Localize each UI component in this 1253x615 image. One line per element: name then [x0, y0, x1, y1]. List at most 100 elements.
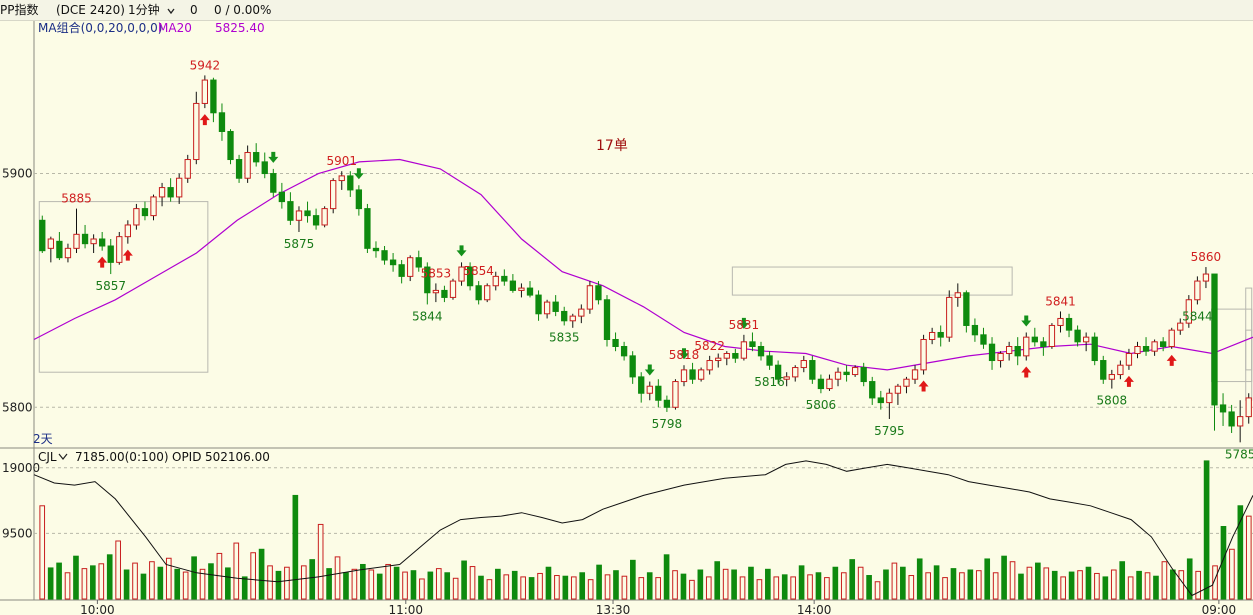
- candle-up: [492, 275, 499, 287]
- candle-up: [193, 102, 200, 161]
- candle-down: [860, 367, 867, 383]
- volume-bar-down: [1136, 570, 1142, 600]
- candle-down: [774, 364, 782, 380]
- volume-bar-down: [106, 554, 113, 600]
- volume-bar-down: [511, 570, 518, 600]
- volume-bar-down: [916, 558, 923, 600]
- range-box: [1245, 287, 1253, 371]
- low-label: 5795: [874, 424, 905, 438]
- volume-bar-down: [579, 572, 586, 600]
- candle-down: [398, 264, 405, 277]
- volume-bar-up: [385, 563, 391, 600]
- volume-bar-down: [444, 572, 451, 600]
- candle-up: [176, 177, 183, 198]
- volume-bar-down: [360, 563, 366, 600]
- candle-up: [783, 376, 790, 380]
- low-label: 5857: [95, 279, 126, 293]
- volume-bar-up: [284, 566, 290, 600]
- down-arrow-icon: [456, 245, 467, 257]
- candle-up: [1237, 416, 1244, 427]
- volume-bar-down: [1186, 558, 1193, 600]
- candle-down: [381, 250, 388, 261]
- opid-line: [33, 460, 1253, 597]
- volume-bar-up: [1127, 576, 1134, 600]
- volume-bar-down: [241, 576, 248, 600]
- volume-bar-up: [115, 540, 121, 600]
- candles-layer: [39, 75, 1252, 443]
- up-arrow-icon: [122, 249, 133, 261]
- volume-bar-up: [182, 571, 189, 600]
- candle-up: [1245, 397, 1252, 418]
- candle-up: [740, 341, 748, 359]
- candle-up: [1185, 299, 1192, 324]
- volume-bar-up: [992, 572, 999, 600]
- volume-bar-up: [689, 579, 695, 600]
- ma20-line: [33, 158, 1253, 371]
- candle-up: [792, 367, 799, 378]
- volume-bar-up: [1212, 565, 1218, 600]
- candle-up: [886, 392, 893, 404]
- volume-bar-up: [132, 562, 138, 600]
- candle-up: [1177, 322, 1184, 331]
- volume-bar-down: [90, 565, 96, 600]
- candle-up: [116, 236, 123, 263]
- volume-bar-down: [410, 570, 417, 600]
- indicator-label[interactable]: MA组合(0,0,20,0,0,0): [38, 20, 162, 35]
- volume-bar-down: [1068, 571, 1075, 600]
- volume-bar-up: [790, 576, 796, 600]
- instrument-name[interactable]: PP指数: [0, 3, 39, 17]
- candle-down: [278, 191, 286, 203]
- candle-down: [1031, 336, 1038, 343]
- candle-up: [1194, 280, 1201, 301]
- volume-bar-up: [452, 577, 459, 600]
- chevron-down-icon[interactable]: [58, 453, 68, 460]
- candle-up: [201, 79, 209, 104]
- candle-down: [372, 247, 380, 252]
- candle-down: [971, 324, 979, 336]
- candle-down: [980, 334, 987, 345]
- candle-up: [407, 257, 414, 277]
- volume-bar-up: [250, 552, 256, 600]
- candle-up: [578, 308, 585, 317]
- volume-bar-down: [326, 568, 332, 600]
- high-label: 5818: [669, 348, 700, 362]
- candle-down: [766, 355, 773, 366]
- range-box: [38, 201, 209, 373]
- volume-bar-up: [1026, 566, 1033, 600]
- volume-bar-down: [275, 570, 282, 600]
- up-arrow-icon: [199, 114, 210, 126]
- down-arrow-icon: [268, 151, 279, 163]
- high-label: 5901: [326, 154, 357, 168]
- time-label: 11:00: [388, 603, 423, 615]
- volume-layer: [39, 460, 1252, 600]
- volume-bar-up: [39, 505, 46, 600]
- candle-down: [638, 376, 645, 394]
- candle-up: [449, 280, 457, 298]
- candle-up: [244, 152, 251, 179]
- volume-bar-up: [199, 568, 206, 600]
- candle-up: [954, 292, 961, 298]
- interval-select[interactable]: 1分钟: [128, 0, 175, 20]
- volume-bar-up: [98, 563, 105, 600]
- volume-bar-up: [300, 565, 307, 600]
- opid-label: OPID: [172, 450, 201, 464]
- volume-bar-down: [225, 567, 231, 600]
- volume-indicator-label[interactable]: CJL: [38, 450, 57, 464]
- candle-up: [73, 233, 80, 249]
- candle-down: [287, 201, 294, 221]
- candle-up: [1117, 364, 1124, 376]
- volume-bar-up: [1077, 570, 1083, 600]
- volume-bar-up: [739, 576, 746, 600]
- candle-down: [732, 353, 739, 359]
- candle-up: [1023, 336, 1030, 357]
- volume-bar-up: [925, 572, 931, 600]
- volume-bar-up: [1060, 576, 1066, 600]
- volume-bar-up: [807, 574, 813, 600]
- candle-down: [261, 161, 268, 175]
- volume-bar-down: [528, 577, 535, 600]
- candle-down: [270, 173, 277, 193]
- candle-down: [843, 371, 850, 376]
